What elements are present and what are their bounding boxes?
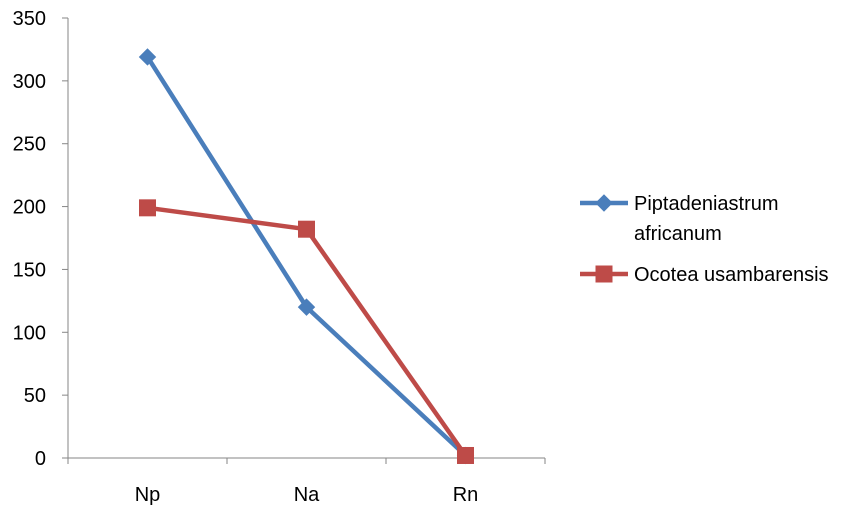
series-line-1 (145, 205, 468, 458)
series-lines (145, 54, 468, 458)
x-tick-label: Np (135, 484, 161, 506)
legend-label-line: Piptadeniastrum (634, 193, 779, 215)
y-tick-label: 250 (13, 134, 46, 156)
x-tick-label: Na (294, 484, 320, 506)
data-point-0-Na (297, 298, 316, 316)
y-tick-label: 300 (13, 71, 46, 93)
data-point-1-Rn (457, 446, 474, 464)
y-tick-label: 200 (13, 197, 46, 219)
y-tick-label: 150 (13, 259, 46, 281)
y-tick-label: 100 (13, 322, 46, 344)
series-line-0 (145, 54, 468, 458)
data-point-1-Np (139, 199, 156, 217)
y-tick-labels: 0 50 100 150 200 250 300 350 (13, 8, 46, 470)
legend-marker-0 (595, 194, 613, 212)
legend-marker-1 (595, 265, 613, 283)
y-tick-label: 350 (13, 8, 46, 30)
y-tick-label: 50 (24, 385, 46, 407)
series-markers (138, 48, 475, 465)
data-point-1-Na (298, 220, 315, 238)
legend-label-line: africanum (634, 223, 722, 245)
x-tick-labels: Np Na Rn (135, 484, 479, 506)
x-tick-label: Rn (453, 484, 479, 506)
axes (62, 17, 546, 464)
legend: Piptadeniastrum africanum Ocotea usambaren… (580, 193, 829, 286)
legend-label-0: Piptadeniastrum africanum (634, 193, 779, 245)
legend-label-line: Ocotea usambarensis (634, 264, 829, 286)
y-tick-label: 0 (35, 448, 46, 470)
data-point-0-Np (138, 48, 157, 66)
legend-label-1: Ocotea usambarensis (634, 264, 829, 286)
